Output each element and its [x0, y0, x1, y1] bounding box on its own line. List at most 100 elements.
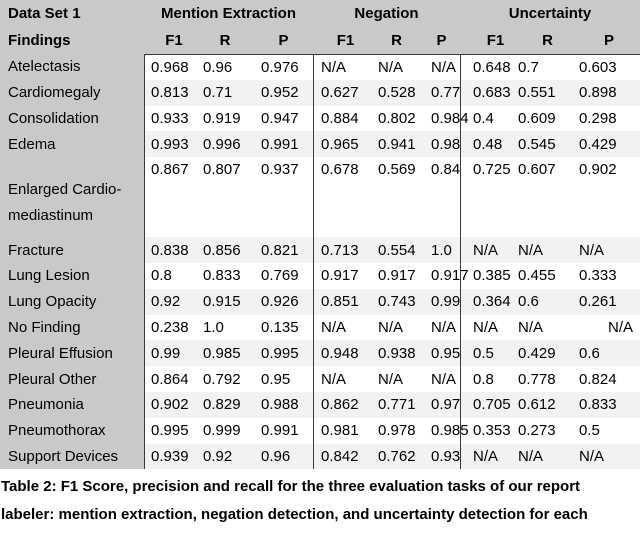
metric-value: N/A [518, 241, 544, 259]
dataset-title: Data Set 1 [0, 0, 144, 27]
negation-values: 0.965 0.941 0.989 [313, 131, 469, 158]
metric-value: N/A [473, 318, 499, 336]
table-row: Pleural Effusion 0.99 0.985 0.995 0.948 … [0, 340, 640, 367]
mention-values: 0.238 1.0 0.135 [144, 314, 313, 341]
metric-value: 0.99 [151, 344, 181, 362]
caption-line-2: labeler: mention extraction, negation de… [1, 505, 588, 523]
caption-line-3: finding. Labels were extracted from DS 1… [1, 528, 640, 533]
col-header-r: R [542, 32, 553, 49]
metric-value: 0.898 [579, 84, 617, 102]
metric-value: 0.947 [261, 109, 299, 127]
metric-value: 0.851 [321, 293, 359, 311]
metric-value: 0.995 [261, 344, 299, 362]
metric-value: 0.273 [518, 422, 556, 440]
table-body: Atelectasis 0.968 0.96 0.976 N/A N/A N/A… [0, 54, 640, 470]
metric-value: 0.976 [261, 58, 299, 76]
metric-value: N/A [473, 241, 499, 259]
metric-value: 0.999 [203, 422, 241, 440]
metric-value: 0.933 [151, 109, 189, 127]
section-title-uncertainty: Uncertainty [460, 0, 640, 27]
metric-value: 0.938 [378, 344, 416, 362]
metric-value: 0.725 [473, 161, 511, 179]
negation-values: 0.851 0.743 0.994 [313, 288, 469, 315]
metric-value: 0.455 [518, 267, 556, 285]
findings-header: Findings [0, 27, 144, 54]
uncertainty-values: 0.725 0.607 0.902 [460, 157, 640, 238]
metric-value: N/A [579, 241, 605, 259]
finding-label-line2: mediastinum [8, 206, 94, 224]
metric-value: 0.792 [203, 370, 241, 388]
metric-value: 0.603 [579, 58, 617, 76]
metric-value: 0.778 [518, 370, 556, 388]
metric-value: 0.238 [151, 318, 189, 336]
metric-value: 0.829 [203, 396, 241, 414]
metric-value: 0.7 [518, 58, 539, 76]
negation-values: N/A N/A N/A [313, 366, 460, 392]
metric-value: 0.995 [151, 422, 189, 440]
metric-value: 0.609 [518, 109, 556, 127]
finding-label: Cardiomegaly [0, 79, 144, 106]
metric-value: 0.92 [203, 447, 233, 465]
metric-value: 0.569 [378, 161, 416, 179]
metric-value: 0.554 [378, 241, 416, 259]
uncertainty-values: 0.8 0.778 0.824 [460, 366, 640, 392]
table-row: Lung Opacity 0.92 0.915 0.926 0.851 0.74… [0, 288, 640, 315]
finding-label: Pleural Other [0, 366, 144, 392]
metric-value: 0.917 [321, 267, 359, 285]
metric-value: 0.984 [431, 109, 469, 127]
metric-value: 0.824 [579, 370, 617, 388]
table-caption: Table 2: F1 Score, precision and recall … [0, 473, 640, 533]
uncertainty-values: 0.353 0.273 0.5 [460, 417, 640, 444]
table-header-row-2: Findings F1 R P F1 R P F1 R P [0, 27, 640, 54]
metric-value: 0.862 [321, 396, 359, 414]
negation-values: 0.627 0.528 0.771 [313, 79, 469, 106]
table-row: Edema 0.993 0.996 0.991 0.965 0.941 0.98… [0, 131, 640, 158]
negation-values: 0.713 0.554 1.0 [313, 237, 460, 263]
metric-value: N/A [378, 318, 404, 336]
metric-value: 0.6 [579, 344, 600, 362]
finding-label: Lung Lesion [0, 262, 144, 289]
mention-values: 0.864 0.792 0.95 [144, 366, 313, 392]
metric-value: 0.678 [321, 161, 359, 179]
mention-values: 0.8 0.833 0.769 [144, 262, 313, 289]
metric-value: 0.96 [203, 58, 233, 76]
metric-value: N/A [321, 370, 347, 388]
col-header-r: R [219, 32, 231, 49]
uncertainty-values: 0.4 0.609 0.298 [460, 105, 640, 132]
metric-value: 0.4 [473, 109, 494, 127]
table-row: Pneumothorax 0.995 0.999 0.991 0.981 0.9… [0, 417, 640, 444]
metric-value: N/A [518, 318, 544, 336]
caption-line-1: Table 2: F1 Score, precision and recall … [1, 478, 581, 496]
finding-label: Atelectasis [0, 54, 144, 80]
metric-value: N/A [378, 58, 404, 76]
col-header-f1: F1 [165, 32, 183, 49]
uncertainty-values: 0.364 0.6 0.261 [460, 288, 640, 315]
table-row: Consolidation 0.933 0.919 0.947 0.884 0.… [0, 105, 640, 132]
metric-value: 0.5 [579, 422, 600, 440]
metric-value: 0.985 [431, 422, 469, 440]
metric-value: 0.902 [151, 396, 189, 414]
metric-value: 0.821 [261, 241, 299, 259]
metric-value: 0.648 [473, 58, 511, 76]
mention-values: 0.933 0.919 0.947 [144, 105, 313, 132]
uncertainty-values: 0.385 0.455 0.333 [460, 262, 640, 289]
finding-label: Edema [0, 131, 144, 158]
finding-label: Pleural Effusion [0, 340, 144, 367]
metric-value: 0.528 [378, 84, 416, 102]
metric-value: 0.612 [518, 396, 556, 414]
metric-value: 0.856 [203, 241, 241, 259]
table-row: Atelectasis 0.968 0.96 0.976 N/A N/A N/A… [0, 54, 640, 80]
metric-value: 0.551 [518, 84, 556, 102]
metric-value: 0.991 [261, 422, 299, 440]
negation-values: 0.981 0.978 0.985 [313, 417, 469, 444]
metric-value: 0.994 [431, 293, 469, 311]
finding-label-line1: Enlarged Cardio- [8, 181, 122, 199]
uncertainty-values: 0.5 0.429 0.6 [460, 340, 640, 367]
negation-values: N/A N/A N/A [313, 314, 460, 341]
metric-value: N/A [607, 318, 633, 336]
metric-value: 0.429 [579, 135, 617, 153]
metric-value: 0.867 [151, 161, 189, 179]
col-header-p: P [436, 32, 447, 49]
mention-subheaders: F1 R P [144, 27, 313, 54]
